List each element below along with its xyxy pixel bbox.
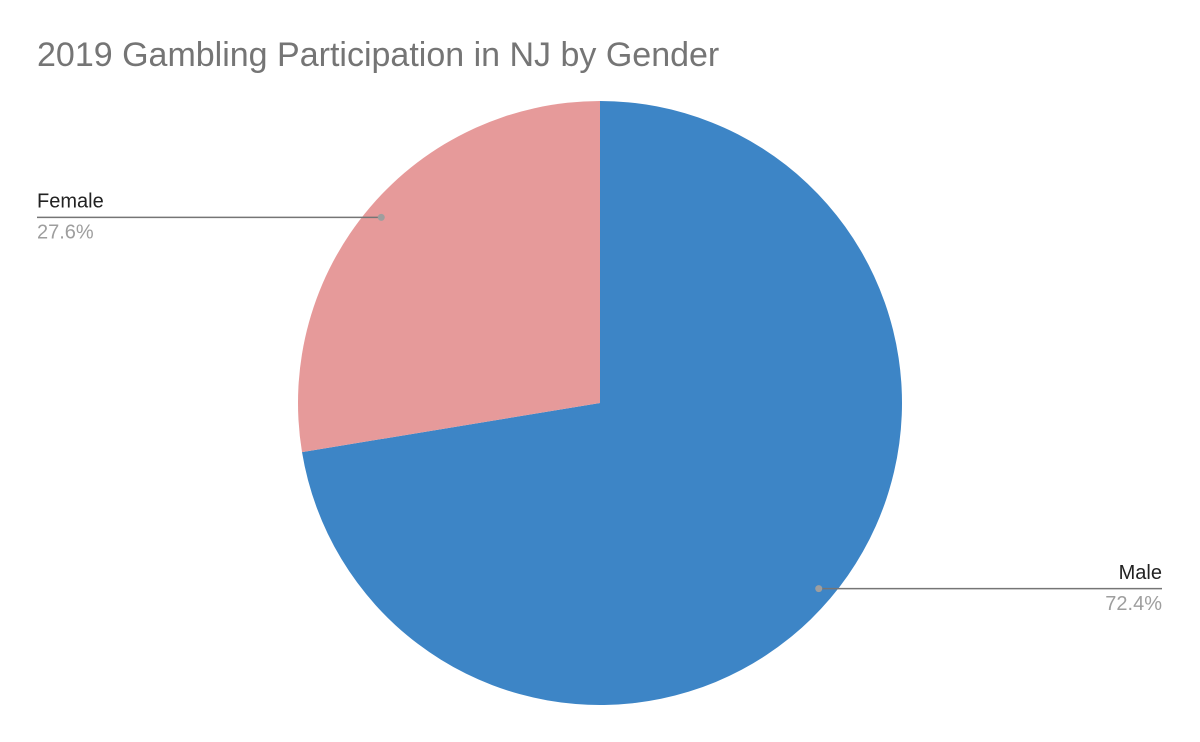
leader-dot: [377, 213, 385, 221]
chart-title: 2019 Gambling Participation in NJ by Gen…: [37, 36, 719, 74]
pie-slice: [302, 101, 903, 705]
value-label: 27.6%: [37, 222, 94, 244]
slice-label: Female: [37, 191, 104, 213]
value-label: 72.4%: [1105, 593, 1162, 615]
slice-label: Male: [1119, 562, 1162, 584]
pie-slice: [298, 101, 600, 453]
leader-dot: [815, 585, 823, 593]
